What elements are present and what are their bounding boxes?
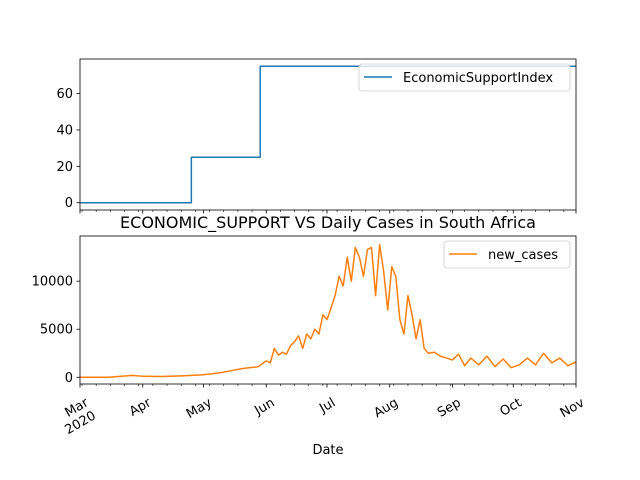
new-cases-y-ticks: 0 5000 10000 [32, 275, 80, 386]
x-tick-label: Jul [316, 395, 338, 416]
economic-support-axes-frame [79, 58, 577, 211]
new-cases-y-tick-label: 5000 [40, 323, 73, 338]
economic-support-series [80, 65, 576, 204]
new-cases-series-line [79, 243, 577, 379]
new-cases-legend: new_cases [443, 240, 571, 269]
chart-title: ECONOMIC_SUPPORT VS Daily Cases in South… [120, 213, 536, 233]
economic-support-legend-label: EconomicSupportIndex [403, 71, 553, 86]
economic-support-x-ticks [79, 210, 577, 214]
economic-support-subplot: 0 20 40 60 EconomicSupportIndex [56, 58, 577, 214]
economic-support-legend: EconomicSupportIndex [358, 63, 571, 92]
economic-support-y-tick-label: 40 [56, 123, 73, 138]
economic-support-legend-box [358, 63, 571, 92]
new-cases-axes-frame [79, 235, 577, 385]
new-cases-legend-box [443, 240, 571, 269]
x-axis-label: Date [312, 443, 343, 458]
economic-support-y-tick-label: 60 [56, 87, 73, 102]
new-cases-series [79, 243, 577, 379]
new-cases-y-tick-label: 0 [65, 371, 73, 386]
new-cases-legend-label: new_cases [488, 248, 558, 263]
economic-support-y-tick-label: 20 [56, 160, 73, 175]
new-cases-y-tick-label: 10000 [32, 275, 73, 290]
economic-support-y-ticks: 0 20 40 60 [56, 87, 80, 211]
economic-support-series-line [80, 65, 576, 204]
economic-support-y-tick-label: 0 [65, 196, 73, 211]
